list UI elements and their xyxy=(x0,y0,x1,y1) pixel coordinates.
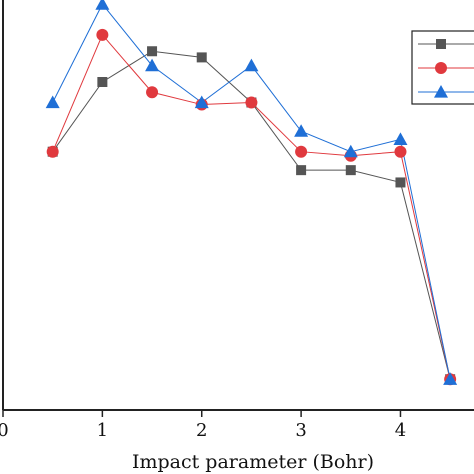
series-markers xyxy=(45,0,458,386)
data-point-triangle xyxy=(45,95,60,109)
data-point-square xyxy=(345,165,356,176)
data-point-triangle xyxy=(443,372,458,385)
data-point-triangle xyxy=(194,95,209,109)
x-axis-label: Impact parameter (Bohr) xyxy=(132,451,374,473)
data-point-triangle xyxy=(393,132,408,145)
data-point-triangle xyxy=(343,144,358,158)
x-tick-label: 1 xyxy=(97,420,108,441)
legend-marker-circle xyxy=(435,62,447,74)
x-tick-label: 4 xyxy=(395,420,406,441)
data-point-circle xyxy=(146,86,159,99)
data-point-square xyxy=(147,46,158,57)
legend xyxy=(411,30,474,105)
data-point-square xyxy=(395,177,406,188)
x-tick-label: 0 xyxy=(0,420,9,441)
data-point-circle xyxy=(394,145,407,158)
legend-marker-square xyxy=(436,39,446,49)
x-tick-label: 3 xyxy=(295,420,306,441)
legend-marker-triangle xyxy=(434,85,448,98)
data-point-circle xyxy=(46,145,59,158)
data-point-circle xyxy=(295,145,308,158)
data-point-circle xyxy=(96,28,109,41)
data-point-triangle xyxy=(294,124,309,137)
data-point-triangle xyxy=(95,0,110,10)
data-point-triangle xyxy=(244,58,259,72)
legend-entries xyxy=(418,39,474,98)
data-point-circle xyxy=(245,96,258,109)
data-point-square xyxy=(97,77,108,87)
axes-frame xyxy=(2,0,474,411)
x-tick-label: 2 xyxy=(196,420,207,441)
series-line-circle xyxy=(52,33,451,380)
x-axis-ticks: 0 1 2 3 4 xyxy=(0,410,406,441)
data-point-square xyxy=(196,52,207,63)
data-point-triangle xyxy=(145,58,160,72)
data-point-square xyxy=(296,165,307,176)
